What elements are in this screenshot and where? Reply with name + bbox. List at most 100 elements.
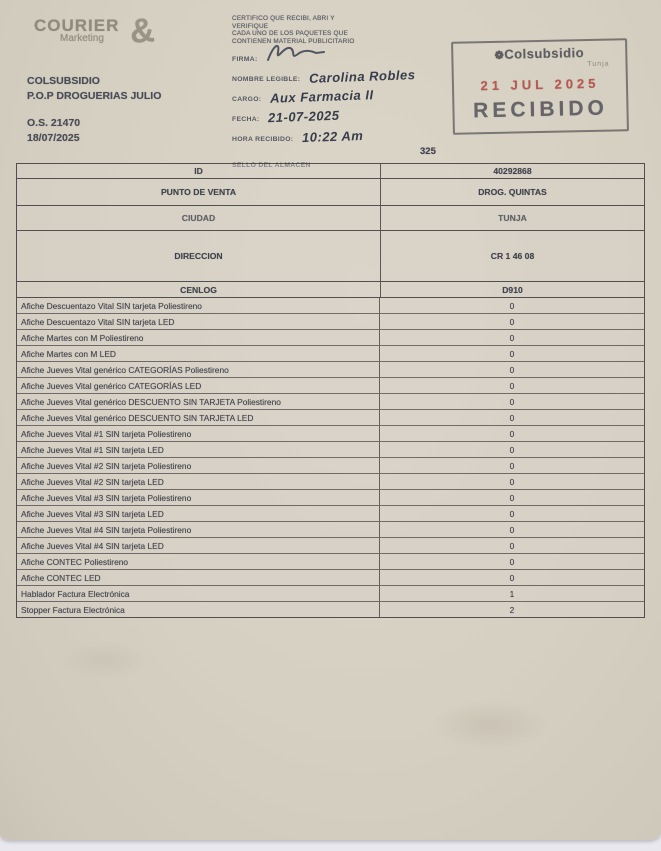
logo-subtext: Marketing xyxy=(60,33,104,44)
table-row: Afiche Jueves Vital #3 SIN tarjeta Polie… xyxy=(17,490,644,506)
info-row-id: ID 40292868 xyxy=(17,164,644,179)
item-qty: 0 xyxy=(509,332,515,343)
info-label: PUNTO DE VENTA xyxy=(17,179,381,205)
certificate-line: VERIFIQUE xyxy=(232,22,269,30)
receipt-fields: FIRMA: NOMBRE LEGIBLE: Carolina Robles C… xyxy=(232,44,416,174)
info-row-cenlog: CENLOG D910 xyxy=(17,282,644,298)
paper-stain xyxy=(60,640,150,680)
info-value: 40292868 xyxy=(493,166,532,176)
item-qty: 0 xyxy=(509,572,515,583)
item-name: Afiche Jueves Vital #2 SIN tarjeta LED xyxy=(17,474,380,489)
item-qty: 0 xyxy=(509,380,515,391)
paper-stain xyxy=(430,700,550,750)
campaign-name: P.O.P DROGUERIAS JULIO xyxy=(27,90,162,102)
item-name: Afiche Jueves Vital #1 SIN tarjeta Polie… xyxy=(17,426,380,441)
delivery-table: ID 40292868 PUNTO DE VENTA DROG. QUINTAS… xyxy=(16,163,645,618)
table-row: Afiche Martes con M LED 0 xyxy=(17,346,644,362)
logo-text: COURIER xyxy=(34,16,120,35)
item-name: Afiche Jueves Vital genérico DESCUENTO S… xyxy=(17,394,380,409)
table-row: Afiche Jueves Vital genérico DESCUENTO S… xyxy=(17,394,644,410)
table-row: Afiche Jueves Vital #2 SIN tarjeta LED 0 xyxy=(17,474,644,490)
table-row: Afiche Descuentazo Vital SIN tarjeta Pol… xyxy=(17,298,644,314)
item-name: Afiche Martes con M Poliestireno xyxy=(17,330,380,345)
item-name: Afiche Jueves Vital genérico DESCUENTO S… xyxy=(17,410,380,425)
item-qty: 0 xyxy=(509,364,515,375)
item-name: Afiche Jueves Vital #4 SIN tarjeta Polie… xyxy=(17,522,380,537)
order-number: O.S. 21470 xyxy=(27,117,81,129)
order-block: O.S. 21470 18/07/2025 xyxy=(27,116,80,146)
table-row: Afiche Jueves Vital #1 SIN tarjeta Polie… xyxy=(17,426,644,442)
info-label: DIRECCION xyxy=(17,231,381,281)
item-qty: 0 xyxy=(509,412,515,423)
client-name: COLSUBSIDIO xyxy=(27,75,100,87)
courier-marketing-logo: COURIER Marketing & xyxy=(34,11,156,51)
item-name: Hablador Factura Electrónica xyxy=(17,586,380,601)
item-qty: 0 xyxy=(509,476,515,487)
item-name: Afiche CONTEC Poliestireno xyxy=(17,554,380,569)
fecha-row: FECHA: 21-07-2025 xyxy=(232,108,415,128)
table-row: Afiche Jueves Vital genérico CATEGORÍAS … xyxy=(17,362,644,378)
cargo-handwritten: Aux Farmacia II xyxy=(269,87,374,106)
order-date: 18/07/2025 xyxy=(27,132,80,144)
item-name: Afiche Jueves Vital #3 SIN tarjeta Polie… xyxy=(17,490,380,505)
info-value: CR 1 46 08 xyxy=(490,251,535,261)
certificate-line: CONTIENEN MATERIAL PUBLICITARIO xyxy=(232,37,355,45)
table-row: Stopper Factura Electrónica 2 xyxy=(17,602,644,617)
item-name: Stopper Factura Electrónica xyxy=(17,602,380,617)
info-label: CIUDAD xyxy=(17,206,381,230)
item-qty: 0 xyxy=(509,300,515,311)
hora-row: HORA RECIBIDO: 10:22 Am xyxy=(232,128,415,148)
item-name: Afiche Jueves Vital #3 SIN tarjeta LED xyxy=(17,506,380,521)
nombre-label: NOMBRE LEGIBLE: xyxy=(232,76,301,83)
table-row: Afiche CONTEC Poliestireno 0 xyxy=(17,554,644,570)
item-qty: 0 xyxy=(509,316,515,327)
item-qty: 0 xyxy=(509,540,515,551)
fecha-label: FECHA: xyxy=(232,116,260,123)
info-label: ID xyxy=(17,164,381,178)
item-name: Afiche Jueves Vital genérico CATEGORÍAS … xyxy=(17,362,380,377)
item-name: Afiche Descuentazo Vital SIN tarjeta Pol… xyxy=(17,298,380,313)
info-row-ciudad: CIUDAD TUNJA xyxy=(17,206,644,231)
table-row: Afiche Jueves Vital #3 SIN tarjeta LED 0 xyxy=(17,506,644,522)
item-qty: 0 xyxy=(509,444,515,455)
item-qty: 0 xyxy=(509,428,515,439)
colsubsidio-flower-icon: ❁ xyxy=(494,49,505,62)
table-row: Hablador Factura Electrónica 1 xyxy=(17,586,644,602)
item-name: Afiche CONTEC LED xyxy=(17,570,380,585)
item-name: Afiche Jueves Vital #2 SIN tarjeta Polie… xyxy=(17,458,380,473)
sello-label: SELLO DEL ALMACEN xyxy=(232,162,311,169)
item-qty: 0 xyxy=(509,492,515,503)
nombre-row: NOMBRE LEGIBLE: Carolina Robles xyxy=(232,67,416,88)
nombre-handwritten: Carolina Robles xyxy=(308,67,416,86)
table-row: Afiche Jueves Vital #1 SIN tarjeta LED 0 xyxy=(17,442,644,458)
cargo-label: CARGO: xyxy=(232,96,262,103)
item-qty: 0 xyxy=(509,348,515,359)
hora-handwritten: 10:22 Am xyxy=(301,127,364,146)
page-number: 325 xyxy=(420,146,436,157)
client-block: COLSUBSIDIO P.O.P DROGUERIAS JULIO xyxy=(27,74,161,104)
stamp-received-text: RECIBIDO xyxy=(472,96,609,123)
table-row: Afiche Jueves Vital #4 SIN tarjeta Polie… xyxy=(17,522,644,538)
item-qty: 0 xyxy=(509,460,515,471)
item-qty: 0 xyxy=(509,396,515,407)
item-name: Afiche Jueves Vital #1 SIN tarjeta LED xyxy=(17,442,380,457)
signature-row: FIRMA: xyxy=(232,44,415,68)
item-qty: 0 xyxy=(509,508,515,519)
item-name: Afiche Jueves Vital #4 SIN tarjeta LED xyxy=(17,538,380,553)
item-qty: 1 xyxy=(509,588,515,599)
info-row-punto-de-venta: PUNTO DE VENTA DROG. QUINTAS xyxy=(17,179,644,206)
table-row: Afiche Jueves Vital #2 SIN tarjeta Polie… xyxy=(17,458,644,474)
item-name: Afiche Descuentazo Vital SIN tarjeta LED xyxy=(17,314,380,329)
item-name: Afiche Jueves Vital genérico CATEGORÍAS … xyxy=(17,378,380,393)
certificate-text: CERTIFICO QUE RECIBI, ABRI Y VERIFIQUE C… xyxy=(232,15,355,45)
cargo-row: CARGO: Aux Farmacia II xyxy=(232,87,415,108)
item-qty: 0 xyxy=(509,524,515,535)
stamp-brand-text: Colsubsidio xyxy=(504,45,585,62)
info-row-direccion: DIRECCION CR 1 46 08 xyxy=(17,231,644,282)
colsubsidio-received-stamp: ❁Colsubsidio Tunja 21 JUL 2025 RECIBIDO xyxy=(451,38,629,135)
info-value: TUNJA xyxy=(498,213,527,223)
item-qty: 2 xyxy=(509,604,515,615)
item-qty: 0 xyxy=(509,556,515,567)
fecha-handwritten: 21-07-2025 xyxy=(267,107,340,126)
